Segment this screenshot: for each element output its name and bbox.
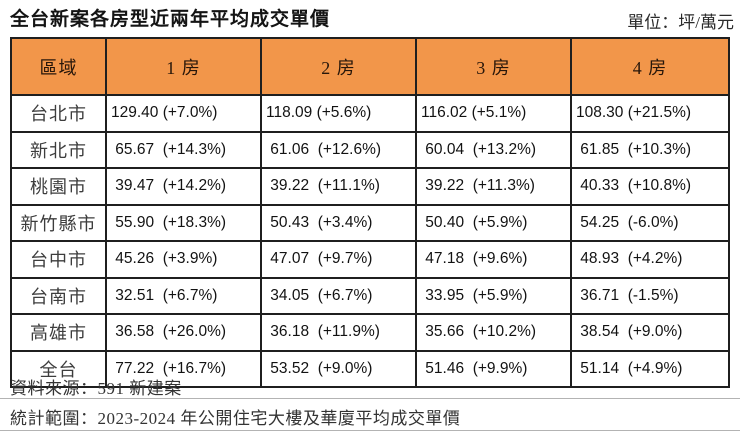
price-cell: 38.54 (+9.0%) [570,313,730,352]
price-cell: 39.22 (+11.3%) [415,167,572,206]
region-cell: 台北市 [10,94,107,133]
price-cell: 118.09 (+5.6%) [260,94,417,133]
footer-divider [0,430,740,431]
data-source-note: 資料來源：591 新建案 [10,379,182,398]
price-cell: 48.93 (+4.2%) [570,240,730,279]
price-cell: 36.58 (+26.0%) [105,313,262,352]
price-cell: 47.07 (+9.7%) [260,240,417,279]
price-cell: 39.22 (+11.1%) [260,167,417,206]
price-cell: 61.06 (+12.6%) [260,130,417,169]
price-cell: 32.51 (+6.7%) [105,276,262,315]
table-row-kaohsiung: 高雄市 36.58 (+26.0%) 36.18 (+11.9%) 35.66 … [10,313,730,352]
price-cell: 53.52 (+9.0%) [260,349,417,388]
footer-divider [0,398,740,399]
price-cell: 60.04 (+13.2%) [415,130,572,169]
region-cell: 台中市 [10,240,107,279]
table-row-tainan: 台南市 32.51 (+6.7%) 34.05 (+6.7%) 33.95 (+… [10,276,730,315]
price-cell: 129.40 (+7.0%) [105,94,262,133]
table-row-taoyuan: 桃園市 39.47 (+14.2%) 39.22 (+11.1%) 39.22 … [10,167,730,206]
price-cell: 36.71 (-1.5%) [570,276,730,315]
price-cell: 35.66 (+10.2%) [415,313,572,352]
region-cell: 台南市 [10,276,107,315]
region-cell: 新北市 [10,130,107,169]
price-cell: 55.90 (+18.3%) [105,203,262,242]
price-table: 區域 1 房 2 房 3 房 4 房 台北市 129.40 (+7.0%) 11… [10,37,730,388]
price-cell: 61.85 (+10.3%) [570,130,730,169]
price-cell: 77.22 (+16.7%) [105,349,262,388]
region-cell: 桃園市 [10,167,107,206]
region-cell: 高雄市 [10,313,107,352]
price-cell: 51.46 (+9.9%) [415,349,572,388]
price-cell: 40.33 (+10.8%) [570,167,730,206]
unit-label: 單位：坪/萬元 [627,13,734,32]
price-cell: 116.02 (+5.1%) [415,94,572,133]
price-cell: 36.18 (+11.9%) [260,313,417,352]
statistics-scope-note: 統計範圍：2023-2024 年公開住宅大樓及華廈平均成交單價 [10,409,461,428]
price-cell: 54.25 (-6.0%) [570,203,730,242]
table-row-newtaipei: 新北市 65.67 (+14.3%) 61.06 (+12.6%) 60.04 … [10,130,730,169]
column-header-4room: 4 房 [570,37,730,96]
table-row-hsinchu: 新竹縣市 55.90 (+18.3%) 50.43 (+3.4%) 50.40 … [10,203,730,242]
column-header-region: 區域 [10,37,107,96]
column-header-2room: 2 房 [260,37,417,96]
column-header-3room: 3 房 [415,37,572,96]
price-cell: 45.26 (+3.9%) [105,240,262,279]
region-cell: 全台 [10,349,107,388]
page-title: 全台新案各房型近兩年平均成交單價 [10,9,331,30]
table-row-nationwide: 全台 77.22 (+16.7%) 53.52 (+9.0%) 51.46 (+… [10,349,730,388]
price-cell: 34.05 (+6.7%) [260,276,417,315]
table-row-taipei: 台北市 129.40 (+7.0%) 118.09 (+5.6%) 116.02… [10,94,730,133]
table-header-row: 區域 1 房 2 房 3 房 4 房 [10,37,730,96]
price-cell: 33.95 (+5.9%) [415,276,572,315]
region-cell: 新竹縣市 [10,203,107,242]
price-cell: 39.47 (+14.2%) [105,167,262,206]
column-header-1room: 1 房 [105,37,262,96]
price-cell: 51.14 (+4.9%) [570,349,730,388]
price-cell: 50.40 (+5.9%) [415,203,572,242]
price-cell: 50.43 (+3.4%) [260,203,417,242]
table-row-taichung: 台中市 45.26 (+3.9%) 47.07 (+9.7%) 47.18 (+… [10,240,730,279]
price-cell: 108.30 (+21.5%) [570,94,730,133]
price-cell: 47.18 (+9.6%) [415,240,572,279]
price-cell: 65.67 (+14.3%) [105,130,262,169]
